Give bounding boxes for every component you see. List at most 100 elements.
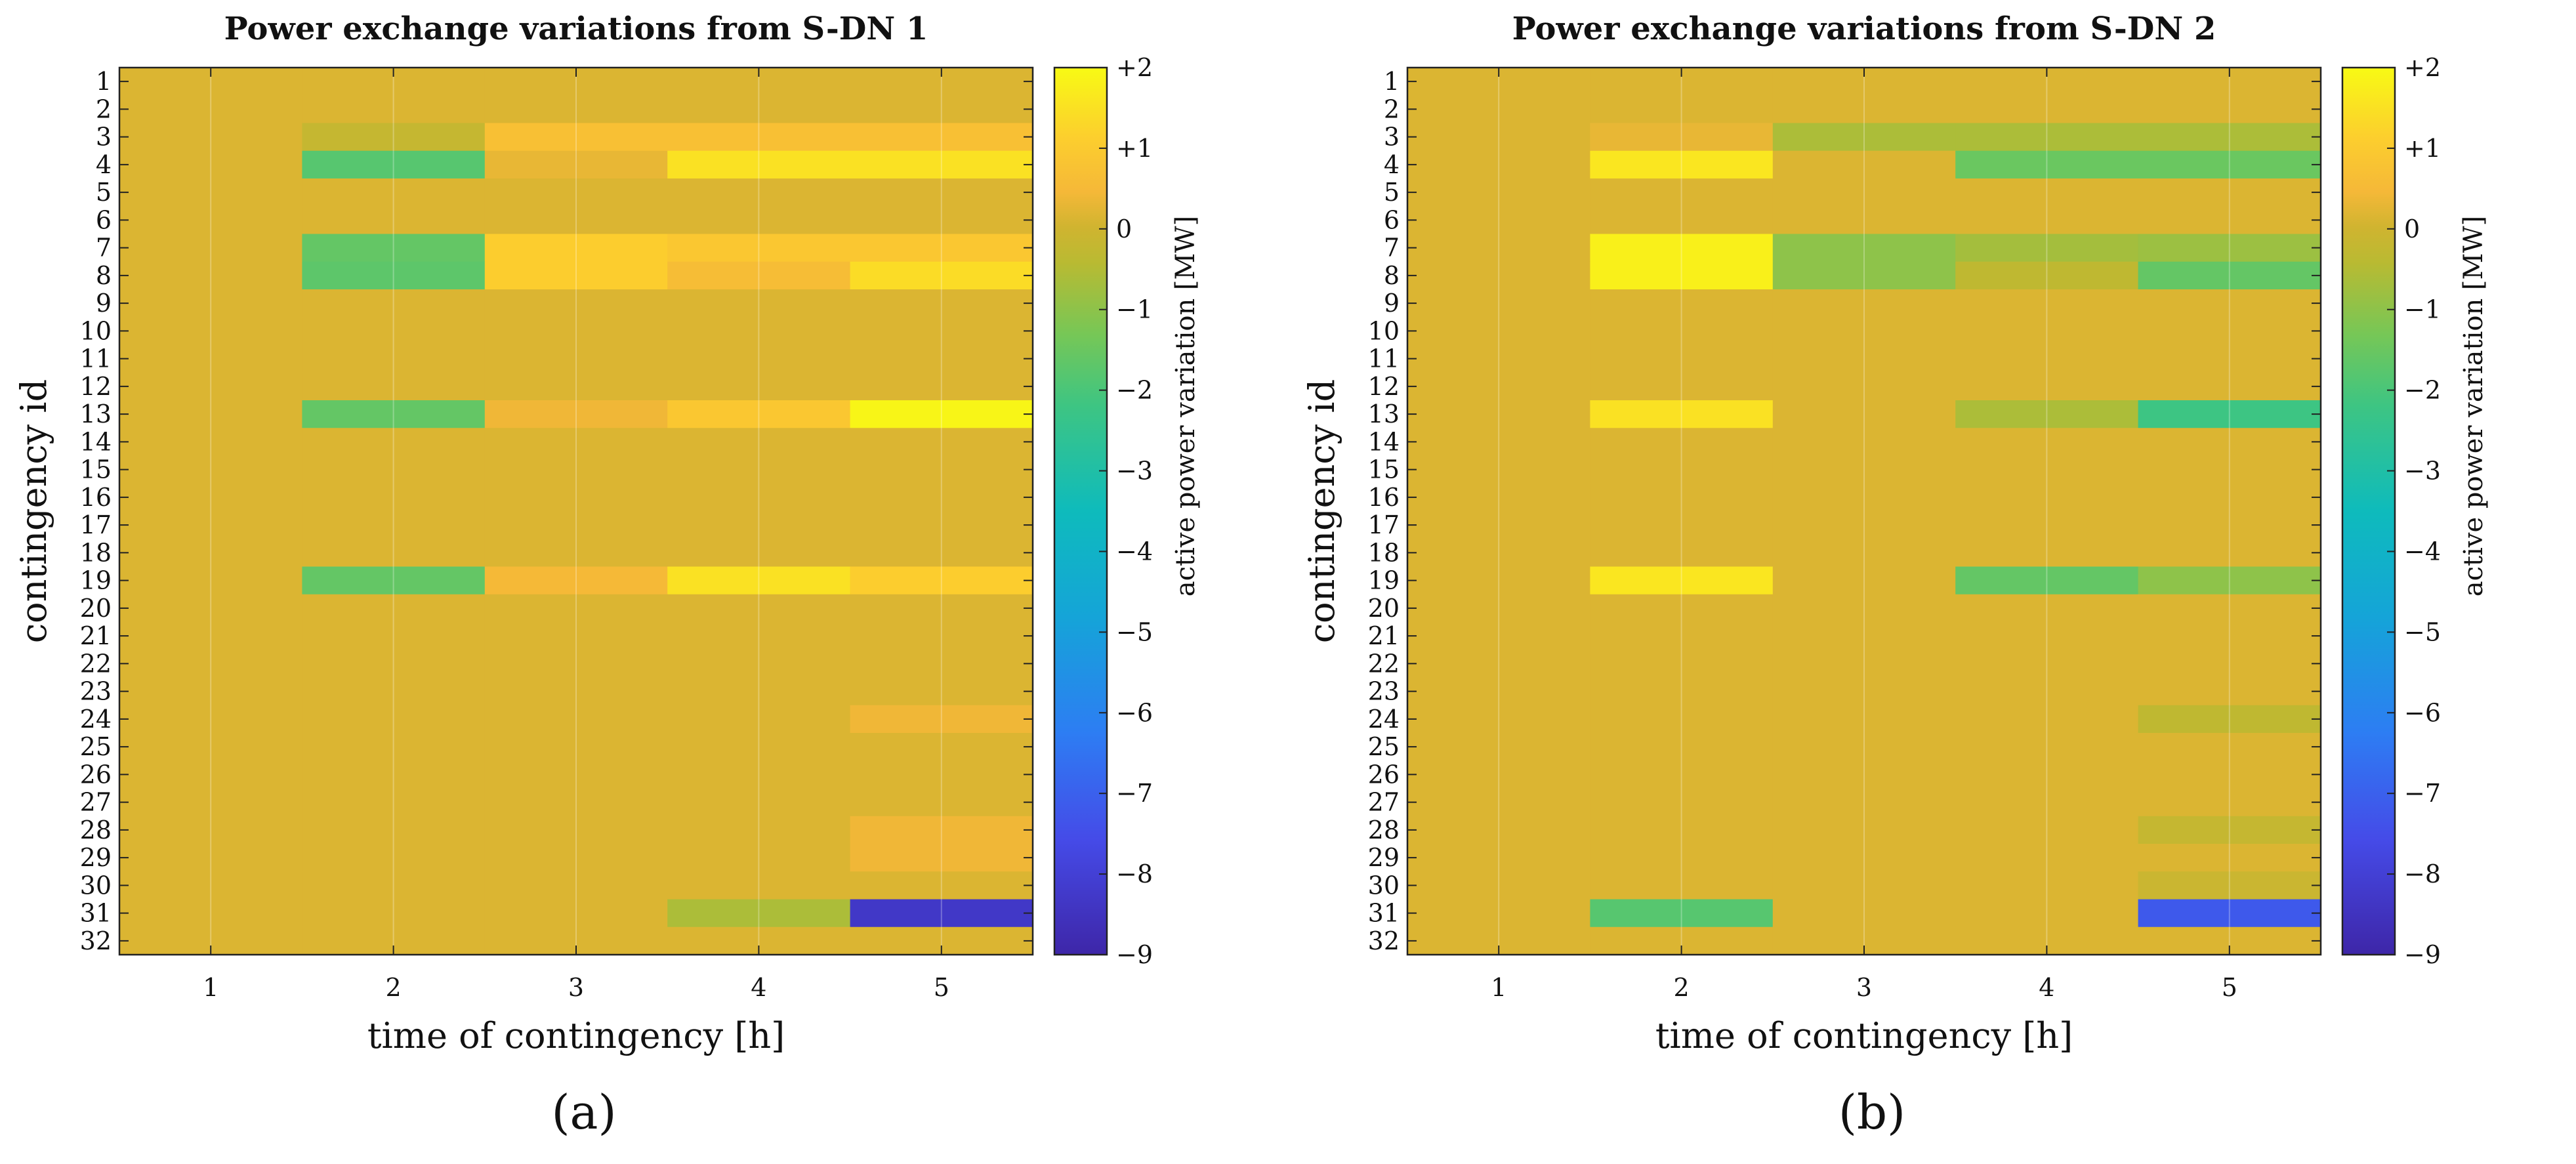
subfigure-label-b: (b) [1839, 1085, 1905, 1140]
heatmap-cell-r30-c3 [1772, 871, 1956, 900]
x-axis-label-a: time of contingency [h] [367, 1015, 785, 1056]
y-tick-label-32: 32 [80, 926, 112, 955]
heatmap-cell-r5-c4 [1955, 178, 2139, 207]
x-axis-label-b: time of contingency [h] [1655, 1015, 2073, 1056]
heatmap-cell-r12-c2 [1590, 372, 1774, 401]
colorbar-tick-label-3: −1 [2404, 295, 2441, 324]
heatmap-cell-r31-c3 [1772, 899, 1956, 928]
heatmap-cell-r20-c5 [850, 594, 1033, 623]
heatmap-cell-r25-c3 [484, 733, 668, 761]
heatmap-cell-r5-c5 [850, 178, 1033, 207]
heatmap-cell-r6-c3 [484, 206, 668, 235]
y-tick-label-18: 18 [1368, 538, 1400, 567]
x-tick-label-3: 3 [568, 973, 584, 1002]
heatmap-cell-r19-c1 [1407, 566, 1590, 595]
heatmap-cell-r14-c5 [850, 428, 1033, 457]
heatmap-cell-r7-c2 [1590, 234, 1774, 262]
heatmap-cell-r25-c5 [2138, 733, 2321, 761]
heatmap-cell-r21-c2 [1590, 622, 1774, 650]
heatmap-cell-r22-c1 [119, 650, 302, 678]
heatmap-cell-r12-c2 [302, 372, 486, 401]
heatmap-b: Power exchange variations from S-DN 2123… [1301, 10, 2489, 1140]
x-tick-label-4: 4 [751, 973, 766, 1002]
heatmap-cell-r21-c5 [2138, 622, 2321, 650]
heatmap-cell-r8-c4 [1955, 261, 2139, 290]
heatmap-cell-r21-c2 [302, 622, 486, 650]
heatmap-cell-r6-c4 [667, 206, 851, 235]
heatmap-cell-r15-c3 [484, 455, 668, 484]
heatmap-cell-r18-c5 [2138, 539, 2321, 568]
heatmap-cell-r14-c2 [1590, 428, 1774, 457]
y-tick-label-24: 24 [80, 705, 112, 734]
y-tick-label-7: 7 [1384, 234, 1400, 262]
y-axis-label-b: contingency id [1301, 379, 1342, 643]
heatmap-cell-r8-c4 [667, 261, 851, 290]
y-tick-label-12: 12 [1368, 372, 1400, 401]
heatmap-cell-r25-c3 [1772, 733, 1956, 761]
y-tick-label-15: 15 [1368, 455, 1400, 484]
colorbar-tick-label-2: 0 [2404, 215, 2420, 243]
heatmap-cell-r19-c4 [1955, 566, 2139, 595]
heatmap-cell-r20-c4 [1955, 594, 2139, 623]
heatmap-cell-r7-c3 [484, 234, 668, 262]
heatmap-cell-r6-c1 [1407, 206, 1590, 235]
heatmap-cell-r11-c4 [1955, 344, 2139, 373]
heatmap-cell-r12-c4 [1955, 372, 2139, 401]
y-tick-label-19: 19 [80, 566, 112, 595]
heatmap-cell-r31-c4 [667, 899, 851, 928]
colorbar-tick-label-9: −7 [2404, 779, 2441, 808]
y-tick-label-11: 11 [1368, 344, 1400, 373]
colorbar-tick-label-0: +2 [1116, 53, 1153, 82]
heatmap-cell-r25-c2 [302, 733, 486, 761]
heatmap-cell-r30-c4 [1955, 871, 2139, 900]
heatmap-cell-r24-c1 [119, 705, 302, 734]
heatmap-cell-r29-c5 [2138, 844, 2321, 872]
y-tick-label-23: 23 [80, 677, 112, 706]
y-tick-label-12: 12 [80, 372, 112, 401]
heatmap-cell-r19-c3 [1772, 566, 1956, 595]
heatmap-cell-r19-c4 [667, 566, 851, 595]
heatmap-cell-r29-c3 [1772, 844, 1956, 872]
heatmap-cell-r8-c5 [2138, 261, 2321, 290]
colorbar-tick-label-11: −9 [1116, 940, 1153, 969]
heatmap-cell-r26-c1 [1407, 760, 1590, 789]
heatmap-cell-r13-c3 [1772, 400, 1956, 428]
heatmap-cell-r22-c3 [1772, 650, 1956, 678]
heatmap-cell-r20-c1 [119, 594, 302, 623]
heatmap-cell-r30-c2 [302, 871, 486, 900]
heatmap-cell-r12-c4 [667, 372, 851, 401]
heatmap-cell-r3-c2 [302, 123, 486, 152]
y-tick-label-23: 23 [1368, 677, 1400, 706]
y-tick-label-5: 5 [96, 178, 112, 207]
heatmap-cell-r25-c4 [667, 733, 851, 761]
heatmap-cell-r4-c5 [2138, 150, 2321, 179]
heatmap-cell-r9-c1 [1407, 289, 1590, 318]
heatmap-cell-r6-c5 [850, 206, 1033, 235]
heatmap-cell-r24-c3 [484, 705, 668, 734]
heatmap-cell-r3-c2 [1590, 123, 1774, 152]
y-tick-label-22: 22 [1368, 649, 1400, 678]
heatmap-cell-r3-c4 [1955, 123, 2139, 152]
y-tick-label-22: 22 [80, 649, 112, 678]
heatmap-cell-r28-c2 [1590, 816, 1774, 844]
heatmap-cell-r30-c1 [119, 871, 302, 900]
heatmap-cell-r10-c2 [1590, 317, 1774, 346]
heatmap-cell-r2-c1 [1407, 95, 1590, 124]
y-tick-label-25: 25 [1368, 732, 1400, 761]
heatmap-cell-r26-c3 [484, 760, 668, 789]
heatmap-cell-r26-c4 [667, 760, 851, 789]
heatmap-cell-r11-c5 [850, 344, 1033, 373]
heatmap-cell-r22-c2 [1590, 650, 1774, 678]
heatmap-cell-r2-c5 [850, 95, 1033, 124]
heatmap-cell-r17-c3 [1772, 511, 1956, 539]
heatmap-cell-r3-c5 [850, 123, 1033, 152]
heatmap-cell-r10-c4 [1955, 317, 2139, 346]
heatmap-cell-r13-c1 [119, 400, 302, 428]
heatmap-cell-r19-c5 [850, 566, 1033, 595]
heatmap-cell-r8-c5 [850, 261, 1033, 290]
x-tick-label-3: 3 [1856, 973, 1872, 1002]
heatmap-cell-r21-c4 [1955, 622, 2139, 650]
x-tick-label-5: 5 [934, 973, 949, 1002]
y-tick-label-21: 21 [80, 621, 112, 650]
